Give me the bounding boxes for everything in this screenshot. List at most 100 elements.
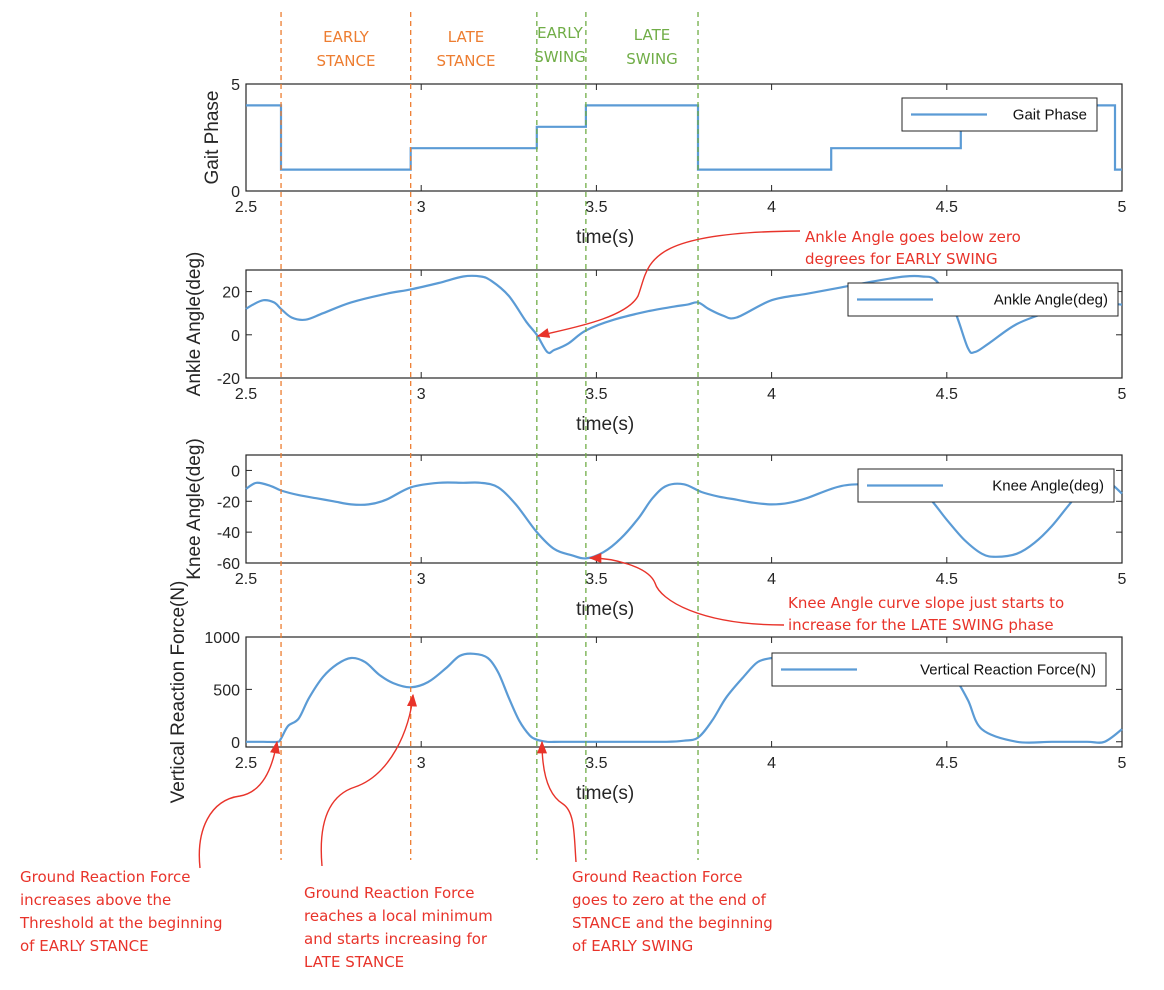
- annotation-line: Ground Reaction Force: [304, 884, 474, 902]
- x-tick-label: 5: [1118, 571, 1127, 588]
- annotation-grf-early-swing: Ground Reaction Force goes to zero at the…: [572, 868, 773, 955]
- x-tick-label: 4.5: [936, 755, 958, 772]
- x-tick-label: 2.5: [235, 571, 257, 588]
- x-tick-label: 3: [417, 571, 426, 588]
- phase-label-line: STANCE: [317, 52, 376, 70]
- y-tick-label: -20: [217, 371, 240, 388]
- x-tick-label: 4: [767, 386, 776, 403]
- annotations: Ankle Angle goes below zero degrees for E…: [19, 228, 1064, 971]
- annotation-grf-late-stance: Ground Reaction Force reaches a local min…: [304, 884, 493, 971]
- y-tick-label: 0: [231, 184, 240, 201]
- y-tick-label: 1000: [204, 630, 240, 647]
- y-tick-label: 20: [222, 285, 240, 302]
- series-line: [245, 478, 1123, 560]
- y-tick-label: -60: [217, 556, 240, 573]
- legend: Knee Angle(deg): [857, 468, 1115, 503]
- legend-label: Gait Phase: [1013, 107, 1087, 124]
- chart-panel-1: 2.5 3 3.5 4 4.5 5 0 5 time(s) Gait Phase Gait Phas…: [202, 77, 1127, 248]
- chart-panels: 2.5 3 3.5 4 4.5 5 0 5 time(s) Gait Phase Gait Phas…: [168, 77, 1127, 804]
- annotation-line: Ankle Angle goes below zero: [805, 228, 1021, 246]
- x-tick-label: 5: [1118, 386, 1127, 403]
- x-tick-label: 3.5: [585, 571, 607, 588]
- x-axis-label: time(s): [576, 227, 634, 248]
- x-tick-label: 5: [1118, 755, 1127, 772]
- x-tick-label: 3.5: [585, 199, 607, 216]
- annotation-line: increase for the LATE SWING phase: [788, 616, 1054, 634]
- legend: Vertical Reaction Force(N): [771, 652, 1107, 687]
- y-tick-label: 0: [231, 735, 240, 752]
- annotation-knee: Knee Angle curve slope just starts to inc…: [788, 594, 1064, 634]
- x-tick-label: 2.5: [235, 386, 257, 403]
- phase-label-line: EARLY: [323, 28, 370, 46]
- legend-label: Vertical Reaction Force(N): [920, 662, 1096, 679]
- annotation-line: LATE STANCE: [304, 953, 404, 971]
- legend-label: Ankle Angle(deg): [994, 292, 1108, 309]
- y-tick-label: 0: [231, 328, 240, 345]
- chart-panel-2: 2.5 3 3.5 4 4.5 5 -20 0 20 time(s) Ankle Angle(deg…: [184, 252, 1127, 435]
- chart-panel-4: 2.5 3 3.5 4 4.5 5 0 500 1000 time(s) Vertical Reac…: [168, 581, 1127, 804]
- annotation-line: STANCE and the beginning: [572, 914, 773, 932]
- chart-panel-3: 2.5 3 3.5 4 4.5 5 -60 -40 -20 0 time(s) Knee Angle(…: [184, 438, 1127, 620]
- x-axis-label: time(s): [576, 599, 634, 620]
- x-tick-label: 2.5: [235, 755, 257, 772]
- x-tick-label: 4: [767, 199, 776, 216]
- x-tick-label: 4: [767, 571, 776, 588]
- x-tick-label: 3: [417, 755, 426, 772]
- annotation-line: goes to zero at the end of: [572, 891, 767, 909]
- x-tick-label: 3.5: [585, 386, 607, 403]
- legend: Ankle Angle(deg): [847, 282, 1119, 317]
- annotation-line: Ground Reaction Force: [572, 868, 742, 886]
- x-tick-label: 5: [1118, 199, 1127, 216]
- x-tick-label: 3.5: [585, 755, 607, 772]
- phase-labels: EARLY STANCE LATE STANCE EARLY SWING LATE SWING: [317, 24, 678, 70]
- y-axis-label: Vertical Reaction Force(N): [168, 581, 189, 804]
- phase-label: LATE STANCE: [437, 28, 496, 70]
- annotation-line: degrees for EARLY SWING: [805, 250, 998, 268]
- phase-boundary-lines: [280, 12, 699, 860]
- phase-label-line: SWING: [534, 48, 586, 66]
- annotation-line: of EARLY STANCE: [20, 937, 149, 955]
- phase-label: EARLY STANCE: [317, 28, 376, 70]
- legend: Gait Phase: [901, 97, 1098, 132]
- y-tick-label: -20: [217, 494, 240, 511]
- y-tick-label: -40: [217, 525, 240, 542]
- phase-label-line: LATE: [448, 28, 484, 46]
- annotation-line: Knee Angle curve slope just starts to: [788, 594, 1064, 612]
- x-axis-label: time(s): [576, 414, 634, 435]
- x-tick-label: 4.5: [936, 199, 958, 216]
- phase-label-line: EARLY: [537, 24, 584, 42]
- x-tick-label: 3: [417, 386, 426, 403]
- phase-label-line: STANCE: [437, 52, 496, 70]
- phase-label-line: SWING: [626, 50, 678, 68]
- y-axis-label: Knee Angle(deg): [184, 438, 205, 580]
- annotation-arrow: [536, 230, 801, 338]
- y-tick-label: 500: [213, 682, 240, 699]
- annotation-line: and starts increasing for: [304, 930, 488, 948]
- annotation-arrow: [588, 552, 785, 626]
- x-tick-label: 3: [417, 199, 426, 216]
- annotation-grf-early-stance: Ground Reaction Force increases above the…: [19, 868, 223, 955]
- x-tick-label: 4: [767, 755, 776, 772]
- annotation-line: Ground Reaction Force: [20, 868, 190, 886]
- annotation-arrow: [320, 693, 418, 867]
- annotation-arrow: [536, 740, 577, 863]
- y-axis-label: Gait Phase: [202, 91, 223, 185]
- y-tick-label: 0: [231, 463, 240, 480]
- phase-label: EARLY SWING: [534, 24, 586, 66]
- x-axis-label: time(s): [576, 783, 634, 804]
- y-tick-label: 5: [231, 77, 240, 94]
- annotation-ankle: Ankle Angle goes below zero degrees for E…: [805, 228, 1021, 268]
- annotation-line: increases above the: [20, 891, 171, 909]
- annotation-line: reaches a local minimum: [304, 907, 493, 925]
- x-tick-label: 4.5: [936, 571, 958, 588]
- phase-label: LATE SWING: [626, 26, 678, 68]
- x-tick-label: 2.5: [235, 199, 257, 216]
- legend-label: Knee Angle(deg): [992, 478, 1104, 495]
- annotation-line: of EARLY SWING: [572, 937, 693, 955]
- annotation-arrow: [198, 740, 280, 869]
- x-tick-label: 4.5: [936, 386, 958, 403]
- y-axis-label: Ankle Angle(deg): [184, 252, 205, 397]
- phase-label-line: LATE: [634, 26, 670, 44]
- annotation-line: Threshold at the beginning: [19, 914, 223, 932]
